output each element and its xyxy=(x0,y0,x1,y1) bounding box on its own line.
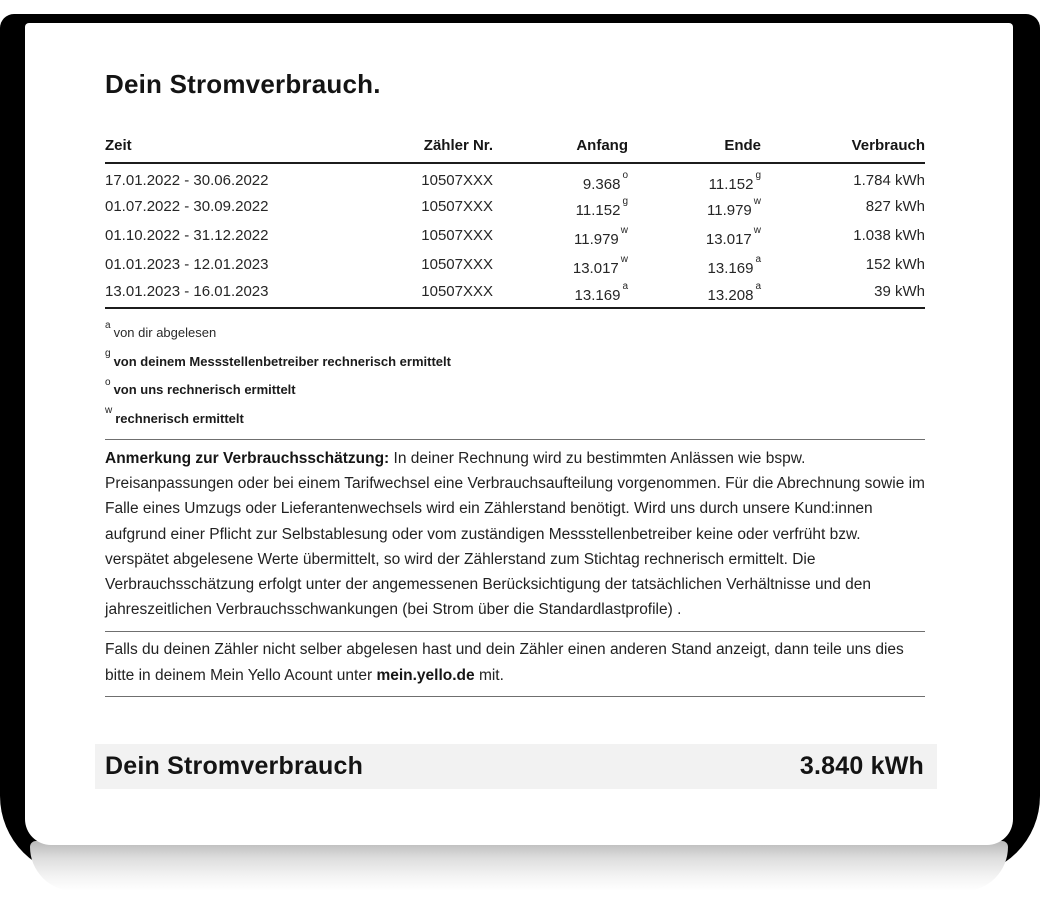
cell-ende: 13.169a xyxy=(707,254,761,278)
divider xyxy=(105,695,925,697)
estimation-note-lead: Anmerkung zur Verbrauchsschätzung: xyxy=(105,450,390,467)
cell-zeit: 01.07.2022 - 30.09.2022 xyxy=(105,198,269,215)
reading-source-mark: w xyxy=(620,254,628,265)
column-header-zaehler: Zähler Nr. xyxy=(393,137,493,164)
footnote-mark: w xyxy=(105,405,113,417)
column-header-ende: Ende xyxy=(628,137,761,164)
cell-zeit: 01.10.2022 - 31.12.2022 xyxy=(105,227,269,244)
footnote-o: o von uns rechnerisch ermittelt xyxy=(105,376,296,397)
cell-zeit: 17.01.2022 - 30.06.2022 xyxy=(105,171,269,189)
estimation-note-body: In deiner Rechnung wird zu bestimmten An… xyxy=(105,450,925,619)
divider xyxy=(105,631,925,633)
divider xyxy=(105,439,925,440)
consumption-table: Zeit Zähler Nr. Anfang Ende Verbrauch 17… xyxy=(105,137,925,309)
footnotes: a von dir abgelesen g von deinem Messstell… xyxy=(105,319,925,426)
cell-ende: 11.979w xyxy=(707,196,761,220)
meter-hint-after: mit. xyxy=(474,666,504,684)
mein-yello-link: mein.yello.de xyxy=(376,666,475,684)
column-header-anfang: Anfang xyxy=(493,137,628,164)
meter-hint-before: Falls du deinen Zähler nicht selber abge… xyxy=(105,641,904,684)
reading-source-mark: w xyxy=(620,225,628,236)
meter-hint: Falls du deinen Zähler nicht selber abge… xyxy=(105,632,925,695)
summary-value: 3.840 kWh xyxy=(799,751,924,780)
cell-ende: 13.017w xyxy=(705,225,761,249)
reading-source-mark: a xyxy=(622,280,628,292)
page-title: Dein Stromverbrauch. xyxy=(105,69,381,99)
column-header-verbrauch: Verbrauch xyxy=(761,137,925,164)
cell-zeit: 13.01.2023 - 16.01.2023 xyxy=(105,282,269,300)
cell-verbrauch: 152 kWh xyxy=(865,256,925,273)
cell-zaehler: 10507XXX xyxy=(421,282,493,300)
table-row: 01.01.2023 - 12.01.2023 10507XXX 13.017w… xyxy=(105,250,925,279)
footnote-mark: o xyxy=(105,376,111,388)
reading-source-mark: g xyxy=(755,169,761,181)
reading-source-mark: g xyxy=(622,196,628,207)
cell-zaehler: 10507XXX xyxy=(421,198,493,215)
reading-source-mark: o xyxy=(622,169,628,181)
document-sheet: Dein Stromverbrauch. Zeit Zähler Nr. Anf… xyxy=(25,23,1013,845)
cell-verbrauch: 827 kWh xyxy=(865,198,925,215)
reading-source-mark: a xyxy=(755,280,761,292)
cell-zeit: 01.01.2023 - 12.01.2023 xyxy=(105,256,269,273)
cell-anfang: 11.979w xyxy=(574,225,628,249)
cell-zaehler: 10507XXX xyxy=(421,256,493,273)
table-row: 01.07.2022 - 30.09.2022 10507XXX 11.152g… xyxy=(105,192,925,221)
paper-stack-shadow xyxy=(30,841,1008,891)
footnote-g: g von deinem Messstellenbetreiber rechner… xyxy=(105,348,451,369)
cell-verbrauch: 1.038 kWh xyxy=(853,227,925,244)
reading-source-mark: w xyxy=(753,225,761,236)
footnote-w: w rechnerisch ermittelt xyxy=(105,405,244,426)
summary-bar: Dein Stromverbrauch 3.840 kWh xyxy=(95,743,937,789)
cell-anfang: 11.152g xyxy=(575,196,628,220)
cell-ende: 11.152g xyxy=(708,169,761,193)
cell-zaehler: 10507XXX xyxy=(421,171,493,189)
summary-label: Dein Stromverbrauch xyxy=(105,751,364,780)
cell-verbrauch: 1.784 kWh xyxy=(853,171,925,189)
cell-ende: 13.208a xyxy=(707,280,761,304)
reading-source-mark: a xyxy=(755,254,761,265)
footnote-a: a von dir abgelesen xyxy=(105,319,217,340)
table-row: 17.01.2022 - 30.06.2022 10507XXX 9.368o … xyxy=(105,163,925,193)
cell-anfang: 13.017w xyxy=(572,254,628,278)
reading-source-mark: w xyxy=(753,196,761,207)
cell-anfang: 9.368o xyxy=(582,169,628,193)
estimation-note: Anmerkung zur Verbrauchsschätzung: In de… xyxy=(105,440,925,631)
column-header-zeit: Zeit xyxy=(105,137,393,164)
cell-zaehler: 10507XXX xyxy=(421,227,493,244)
footnote-mark: a xyxy=(105,319,111,331)
cell-verbrauch: 39 kWh xyxy=(874,282,925,300)
table-row: 01.10.2022 - 31.12.2022 10507XXX 11.979w… xyxy=(105,221,925,250)
cell-anfang: 13.169a xyxy=(574,280,628,304)
table-row: 13.01.2023 - 16.01.2023 10507XXX 13.169a… xyxy=(105,279,925,308)
footnote-mark: g xyxy=(105,348,111,360)
table-header-row: Zeit Zähler Nr. Anfang Ende Verbrauch xyxy=(105,137,925,164)
